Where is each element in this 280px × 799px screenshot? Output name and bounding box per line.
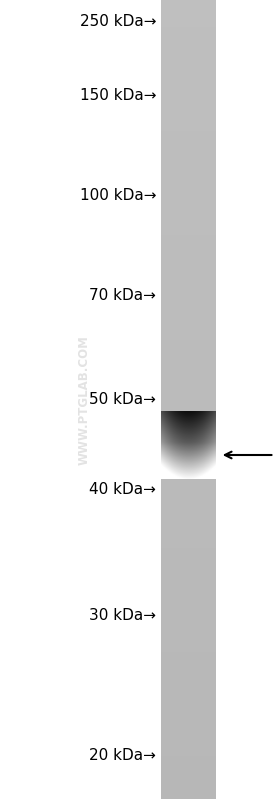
Text: 70 kDa→: 70 kDa→: [89, 288, 156, 304]
Text: 100 kDa→: 100 kDa→: [80, 189, 156, 204]
Text: 30 kDa→: 30 kDa→: [89, 607, 156, 622]
Text: 20 kDa→: 20 kDa→: [89, 748, 156, 762]
Text: 50 kDa→: 50 kDa→: [89, 392, 156, 407]
Text: 40 kDa→: 40 kDa→: [89, 483, 156, 498]
Text: WWW.PTGLAB.COM: WWW.PTGLAB.COM: [78, 335, 90, 465]
Text: 150 kDa→: 150 kDa→: [80, 89, 156, 104]
Text: 250 kDa→: 250 kDa→: [80, 14, 156, 30]
